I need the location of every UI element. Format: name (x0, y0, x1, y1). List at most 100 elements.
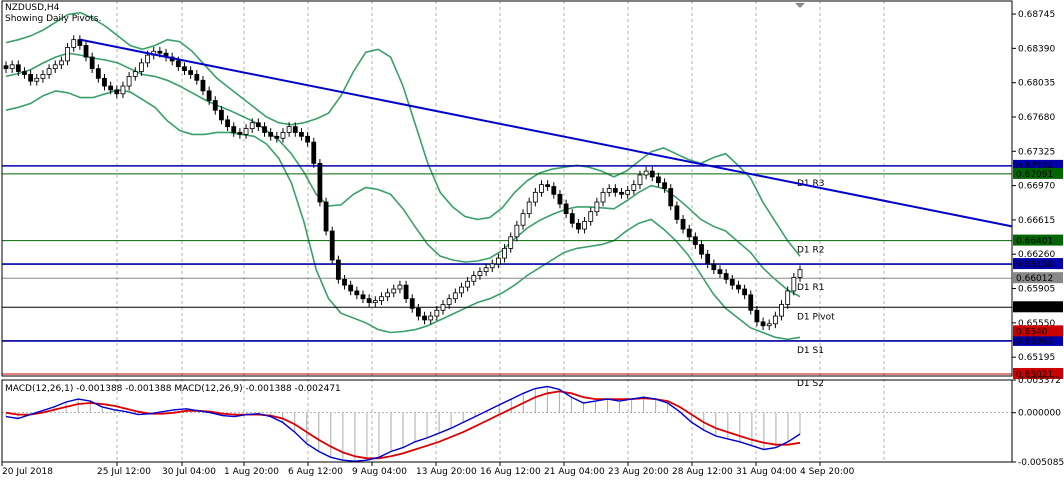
candle-body (797, 269, 803, 278)
candle-body (335, 259, 341, 280)
time-tick-label: 30 Jul 04:00 (162, 467, 216, 477)
time-tick-label: 1 Aug 20:00 (224, 467, 279, 477)
price-tick-label: 0.65905 (1018, 285, 1055, 295)
candle-body (508, 236, 514, 249)
price-box-label: 0.66012 (1016, 274, 1053, 284)
price-box-label: 0.67174 (1016, 162, 1053, 172)
price-box (1013, 367, 1063, 379)
candle-body (545, 184, 551, 187)
candle-body (668, 188, 674, 207)
candle-body (502, 248, 507, 259)
middle-band (5, 52, 801, 298)
candle-body (52, 64, 58, 70)
candle-body (631, 184, 637, 191)
candle-body (397, 284, 403, 290)
candle-body (428, 315, 434, 321)
grid-lines (116, 1, 885, 462)
candle-body (89, 56, 95, 70)
candle-body (292, 126, 298, 133)
candle-body (539, 184, 544, 193)
candle-body (748, 294, 754, 311)
macd-tick-label: -0.005085 (1018, 458, 1064, 468)
candle-body (366, 298, 372, 303)
candle-body (772, 315, 778, 325)
candle-body (102, 77, 107, 87)
candle-body (483, 267, 489, 273)
time-tick-label: 16 Aug 12:00 (480, 467, 541, 477)
bollinger-bands (5, 11, 801, 341)
candle-body (139, 62, 144, 72)
candle-body (403, 284, 409, 300)
candle-body (422, 315, 427, 321)
candle-body (662, 182, 667, 189)
candle-body (656, 176, 661, 184)
candle-body (34, 77, 40, 82)
price-tick-label: 0.66260 (1018, 250, 1055, 260)
candle-body (686, 228, 692, 238)
price-box (1013, 159, 1063, 171)
candle-body (126, 75, 132, 87)
candle-body (452, 292, 458, 300)
time-tick-label: 13 Aug 20:00 (416, 467, 477, 477)
candle-body (77, 39, 83, 46)
trendline[interactable] (79, 38, 1013, 228)
price-box (1013, 234, 1063, 246)
price-box-label: 0.66401 (1016, 237, 1053, 247)
candle-body (754, 309, 760, 323)
candle-body (348, 284, 354, 292)
candle-body (465, 280, 471, 288)
candle-body (311, 141, 317, 164)
price-box (1013, 258, 1063, 270)
candle-body (612, 188, 618, 193)
macd-signal-line (5, 390, 801, 460)
candle-body (305, 135, 310, 143)
candle-body (379, 296, 384, 302)
candle-body (699, 244, 704, 255)
time-tick-label: 4 Sep 20:00 (800, 467, 855, 477)
candle-body (3, 65, 9, 70)
candle-body (46, 68, 52, 75)
candle-body (742, 288, 748, 296)
price-tick-label: 0.65195 (1018, 353, 1055, 363)
price-box (1013, 167, 1063, 179)
candle-body (619, 191, 624, 195)
candle-body (489, 263, 495, 269)
candle-body (243, 128, 249, 135)
time-tick-label: 9 Aug 04:00 (352, 467, 407, 477)
candle-body (385, 292, 391, 298)
candle-body (711, 263, 717, 271)
time-tick-label: 6 Aug 12:00 (288, 467, 343, 477)
candle-body (249, 122, 255, 129)
candle-body (557, 193, 563, 205)
candle-body (360, 294, 366, 300)
candle-body (354, 290, 360, 296)
macd-tick-label: 0.003372 (1018, 376, 1061, 386)
time-tick-label: 20 Jul 2018 (2, 467, 53, 477)
price-box-label: 0.67091 (1016, 170, 1053, 180)
price-tick-label: 0.66970 (1018, 182, 1055, 192)
candle-body (22, 71, 27, 75)
candle-body (723, 273, 729, 280)
price-box-label: 0.65363 (1016, 337, 1053, 347)
candle-body (717, 269, 723, 274)
price-tick-label: 0.66615 (1018, 216, 1055, 226)
candle-body (317, 162, 323, 203)
candle-body (563, 203, 569, 215)
time-tick-label: 31 Aug 04:00 (736, 467, 797, 477)
pivot-label: D1 R2 (797, 246, 825, 256)
candle-body (58, 60, 64, 66)
current-price-box (1013, 325, 1063, 337)
candle-body (212, 100, 218, 111)
candle-body (114, 89, 120, 95)
candle-body (286, 126, 292, 133)
candle-body (188, 70, 194, 75)
price-box (1013, 301, 1063, 313)
candle-body (280, 132, 286, 139)
candle-body (582, 220, 587, 230)
candle-body (588, 211, 594, 222)
candle-body (736, 284, 741, 290)
candle-body (674, 205, 680, 220)
time-tick-label: 21 Aug 04:00 (544, 467, 605, 477)
pivot-label: D1 R1 (797, 283, 825, 293)
